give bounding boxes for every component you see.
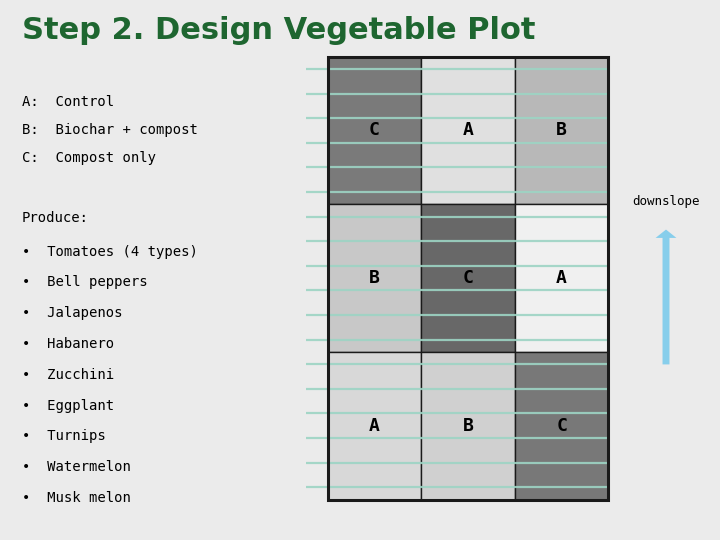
Text: B: B	[556, 122, 567, 139]
Text: •  Bell peppers: • Bell peppers	[22, 275, 147, 289]
Text: Step 2. Design Vegetable Plot: Step 2. Design Vegetable Plot	[22, 16, 535, 45]
Text: C: C	[369, 122, 380, 139]
Text: •  Zucchini: • Zucchini	[22, 368, 114, 382]
Text: C: C	[462, 269, 474, 287]
Text: Produce:: Produce:	[22, 211, 89, 225]
Text: •  Jalapenos: • Jalapenos	[22, 306, 122, 320]
Text: •  Musk melon: • Musk melon	[22, 491, 130, 505]
Bar	[328, 57, 608, 500]
Text: C:  Compost only: C: Compost only	[22, 151, 156, 165]
Bar	[421, 57, 515, 204]
Bar	[421, 204, 515, 352]
Text: B: B	[369, 269, 380, 287]
Text: •  Turnips: • Turnips	[22, 429, 105, 443]
Text: A: A	[556, 269, 567, 287]
Bar	[328, 204, 421, 352]
Text: A: A	[462, 122, 474, 139]
Text: downslope: downslope	[632, 195, 700, 208]
Bar	[515, 57, 608, 204]
Text: A: A	[369, 417, 380, 435]
Text: •  Tomatoes (4 types): • Tomatoes (4 types)	[22, 245, 197, 259]
Bar	[328, 57, 421, 204]
Bar	[421, 352, 515, 500]
Text: •  Eggplant: • Eggplant	[22, 399, 114, 413]
Text: A:  Control: A: Control	[22, 94, 114, 109]
Text: B:  Biochar + compost: B: Biochar + compost	[22, 123, 197, 137]
Text: C: C	[556, 417, 567, 435]
Bar	[515, 204, 608, 352]
Bar	[328, 352, 421, 500]
Text: •  Watermelon: • Watermelon	[22, 460, 130, 474]
Bar	[515, 352, 608, 500]
Text: B: B	[462, 417, 474, 435]
Text: •  Habanero: • Habanero	[22, 337, 114, 351]
